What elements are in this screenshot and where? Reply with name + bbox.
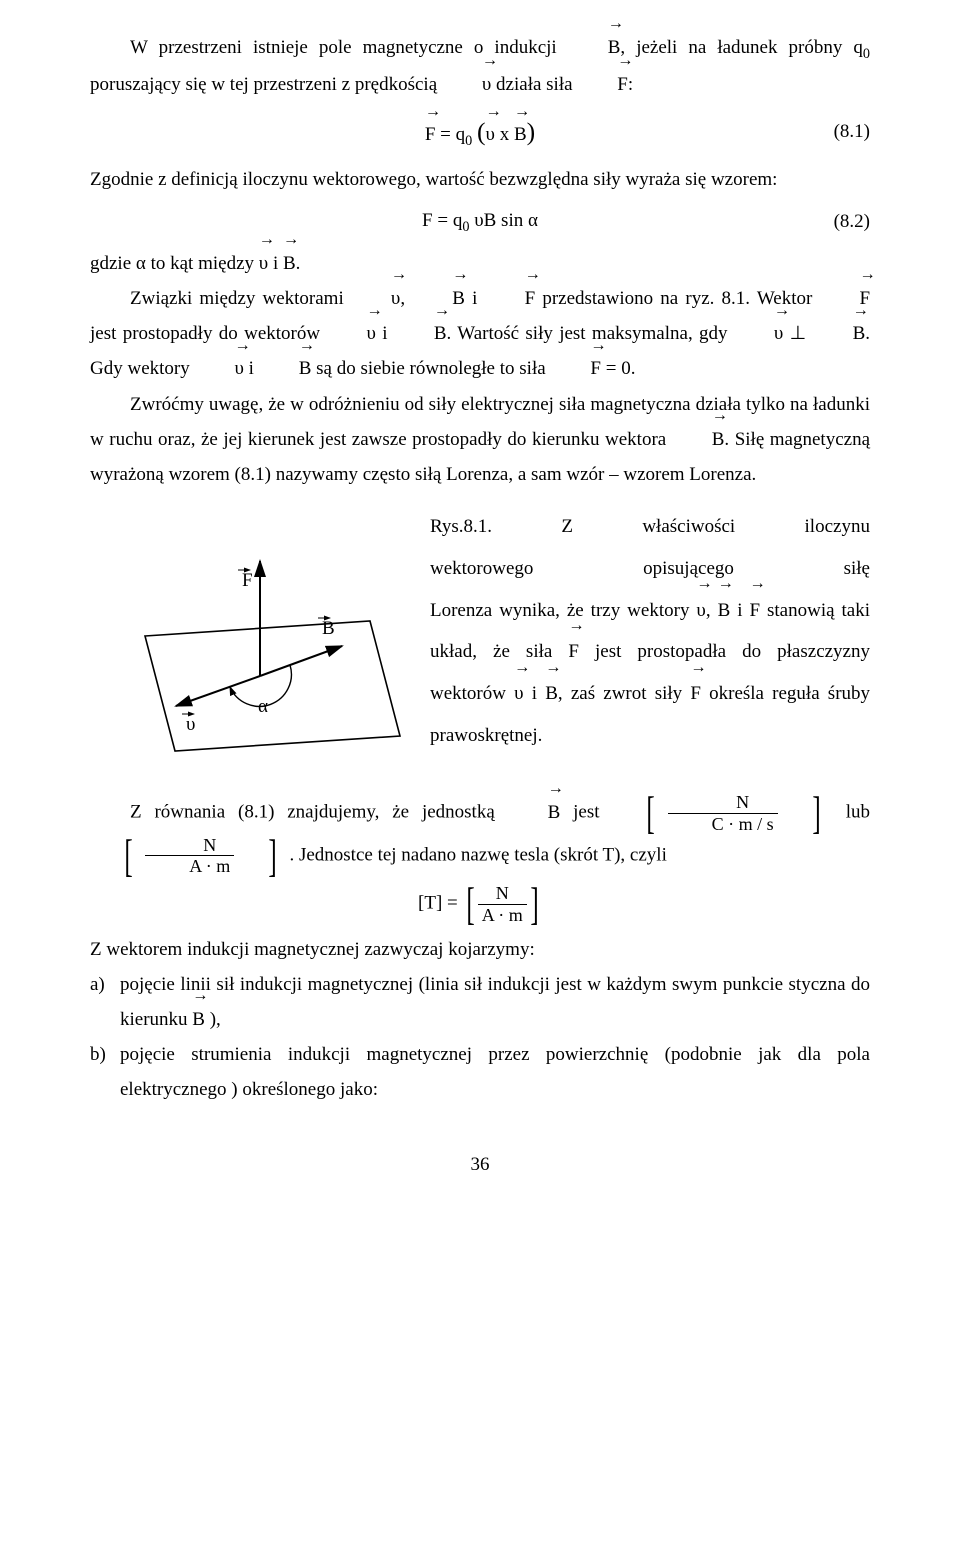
unit-1: [ NC · m / s ] xyxy=(612,792,833,835)
vector-B: →B xyxy=(259,351,312,386)
eq-label: (8.1) xyxy=(834,114,870,149)
plane xyxy=(145,621,400,751)
figure-8-1: F B υ α xyxy=(90,506,430,778)
para-7: Z wektorem indukcji magnetycznej zazwycz… xyxy=(90,932,870,967)
text: , jeżeli na ładunek próbny q xyxy=(620,37,862,58)
vector-v: →υ xyxy=(442,67,491,102)
unit-2: [ NA · m ] xyxy=(90,835,289,878)
page-number: 36 xyxy=(90,1147,870,1182)
para-2: Zgodnie z definicją iloczynu wektorowego… xyxy=(90,162,870,197)
figure-caption: Rys.8.1. Z właściwości iloczynu wektorow… xyxy=(430,506,870,757)
eq-body: [T] = [ NA · m ] xyxy=(418,883,542,926)
label-v: υ xyxy=(186,714,195,735)
vec-letter: υ xyxy=(482,74,491,95)
text: działa siła xyxy=(496,74,577,95)
list-item-b: b) pojęcie strumienia indukcji magnetycz… xyxy=(90,1037,870,1107)
vector-B: →B xyxy=(394,316,447,351)
vector-v: →υ xyxy=(194,351,243,386)
vector-B: →B xyxy=(514,117,527,152)
para-3: gdzie α to kąt między →υ i →B. xyxy=(90,246,870,281)
vector-v: →υ xyxy=(696,590,705,632)
vector-B: →B xyxy=(192,1002,205,1037)
vector-v: →υ xyxy=(326,316,375,351)
text: : xyxy=(628,74,633,95)
vector-B: →B xyxy=(545,673,558,715)
vector-F: →F xyxy=(690,673,701,715)
vec-letter: F xyxy=(617,74,628,95)
label-B: B xyxy=(322,618,335,639)
vector-F: →F xyxy=(749,590,760,632)
label-F: F xyxy=(242,570,253,591)
text: poruszający się w tej przestrzeni z pręd… xyxy=(90,74,442,95)
vector-F: →F xyxy=(425,117,436,152)
equation-8-2: F = q0 υB sin α (8.2) xyxy=(90,203,870,240)
vector-B: →B xyxy=(672,422,725,457)
vector-B: →B xyxy=(283,246,296,281)
vector-v: →υ xyxy=(514,673,523,715)
eq-body: →F = q0 (→υ x →B) xyxy=(425,108,535,155)
text: W przestrzeni istnieje pole magnetyczne … xyxy=(130,37,568,58)
caption-line1: Rys.8.1. Z właściwości iloczynu xyxy=(430,506,870,548)
caption-line2: wektorowego opisującego siłę xyxy=(430,548,870,590)
vector-v: →υ xyxy=(486,117,495,152)
page: W przestrzeni istnieje pole magnetyczne … xyxy=(0,0,960,1545)
vector-B: →B xyxy=(718,590,731,632)
unit-tesla: [ NA · m ] xyxy=(463,883,542,926)
figure-and-caption: F B υ α Rys.8.1. Z właściwości iloczynu xyxy=(90,506,870,778)
vec-arrow: → xyxy=(568,16,621,32)
eq-label: (8.2) xyxy=(834,204,870,239)
para-6: Z równania (8.1) znajdujemy, że jednostk… xyxy=(90,792,870,877)
list-item-a: a) pojęcie linii sił indukcji magnetyczn… xyxy=(90,967,870,1037)
vector-B: →B xyxy=(813,316,866,351)
equation-tesla: [T] = [ NA · m ] xyxy=(90,883,870,926)
vector-F: →F xyxy=(568,631,579,673)
sub: 0 xyxy=(863,46,870,62)
vector-F: →F xyxy=(550,351,601,386)
vector-B: →B xyxy=(508,795,561,830)
vec-arrow: → xyxy=(577,53,628,69)
eq-body: F = q0 υB sin α xyxy=(422,203,538,240)
equation-8-1: →F = q0 (→υ x →B) (8.1) xyxy=(90,108,870,155)
vector-v: →υ xyxy=(734,316,783,351)
vector-F: →F xyxy=(485,281,536,316)
vec-arrow: → xyxy=(442,53,491,69)
vector-v: →υ xyxy=(259,246,268,281)
para-1: W przestrzeni istnieje pole magnetyczne … xyxy=(90,30,870,102)
label-alpha: α xyxy=(258,696,268,717)
para-5: Zwróćmy uwagę, że w odróżnieniu od siły … xyxy=(90,387,870,492)
para-4: Związki między wektorami →υ, →B i →F prz… xyxy=(90,281,870,386)
lorenz-diagram: F B υ α xyxy=(90,506,430,766)
vector-F: →F xyxy=(577,67,628,102)
